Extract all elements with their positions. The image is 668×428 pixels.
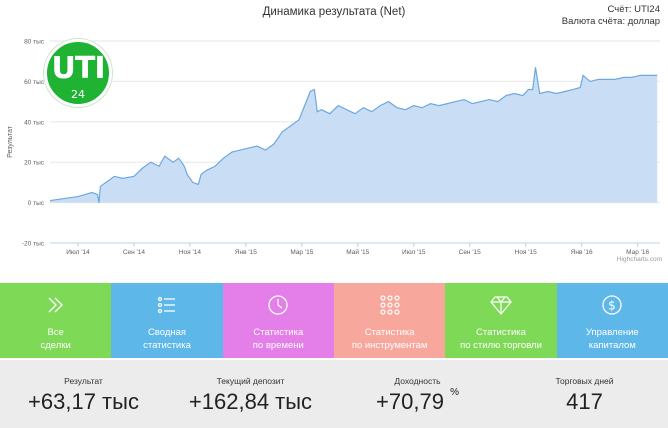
tile-all-trades[interactable]: Все сделки — [0, 283, 112, 358]
diamond-icon — [445, 293, 556, 317]
y-axis-title: Результат — [7, 125, 14, 158]
x-tick-label: Сен '14 — [123, 249, 146, 256]
stat-label: Торговых дней — [555, 376, 614, 386]
logo-main-text: UTI — [51, 51, 106, 86]
stat-label: Доходность — [394, 376, 441, 386]
x-tick-label: Янв '15 — [235, 249, 257, 256]
x-tick-label: Сен '15 — [459, 249, 482, 256]
x-tick-label: Июл '15 — [402, 249, 426, 256]
y-tick-label: 80 тыс — [24, 39, 45, 46]
area-fill — [50, 67, 658, 203]
tile-capital-management[interactable]: $ Управление капиталом — [556, 283, 668, 358]
y-tick-label: 60 тыс — [24, 79, 45, 86]
clock-icon — [223, 293, 334, 317]
tile-label: Статистика по времени — [252, 327, 304, 351]
stats-bar: Результат +63,17 тыс Текущий депозит +16… — [0, 360, 668, 428]
account-line: Счёт: UTI24 — [607, 4, 661, 15]
x-tick-label: Мар '16 — [626, 249, 649, 256]
result-chart: -20 тыс 0 тыс 20 тыс 40 тыс 60 тыс 80 тыс Резу… — [7, 39, 660, 256]
navigation-tiles: Все сделки Сводная статистика Статистика по… — [0, 283, 668, 358]
x-tick-label: Мар '15 — [290, 249, 313, 256]
stat-label: Результат — [64, 376, 103, 386]
tile-summary-statistics[interactable]: Сводная статистика — [111, 283, 223, 358]
tile-label: Статистика по инструментам — [351, 327, 428, 351]
tile-label: Управление капиталом — [585, 327, 639, 351]
stat-value: 417 — [566, 389, 603, 414]
tile-time-statistics[interactable]: Статистика по времени — [222, 283, 334, 358]
account-info: Счёт: UTI24 Валюта счёта: доллар — [562, 4, 660, 28]
tile-label: Все сделки — [40, 327, 71, 351]
tile-label: Сводная статистика — [143, 327, 191, 351]
chevrons-right-icon — [0, 293, 111, 317]
x-tick-label: Ноя '15 — [515, 249, 537, 256]
svg-text:$: $ — [608, 299, 616, 313]
percent-sign: % — [450, 387, 459, 398]
x-tick-label: Июл '14 — [66, 249, 90, 256]
uti24-logo: UTI 24 — [44, 39, 112, 107]
y-tick-label: 0 тыс — [28, 200, 45, 207]
grid-dots-icon — [334, 293, 445, 317]
tile-label: Статистика по стилю торговли — [460, 327, 542, 351]
list-icon — [111, 293, 222, 317]
x-tick-label: Янв '16 — [571, 249, 593, 256]
x-tick-label: Май '15 — [346, 248, 369, 256]
chart-title: Динамика результата (Net) — [262, 6, 406, 18]
dollar-coin-icon: $ — [557, 293, 668, 317]
y-tick-label: -20 тыс — [22, 241, 45, 248]
stat-value: +63,17 тыс — [28, 389, 139, 414]
stat-value: +162,84 тыс — [188, 389, 313, 414]
stat-label: Текущий депозит — [216, 376, 285, 386]
chart-panel: -20 тыс 0 тыс 20 тыс 40 тыс 60 тыс 80 тыс Резу… — [7, 4, 662, 263]
logo-sub-text: 24 — [71, 88, 85, 101]
x-tick-label: Ноя '14 — [179, 249, 201, 256]
tile-instrument-statistics[interactable]: Статистика по инструментам — [333, 283, 446, 358]
y-tick-label: 40 тыс — [24, 119, 45, 126]
series-line — [49, 67, 658, 203]
tile-style-statistics[interactable]: Статистика по стилю торговли — [445, 283, 557, 358]
chart-credit[interactable]: Highcharts.com — [616, 256, 662, 263]
currency-line: Валюта счёта: доллар — [561, 16, 660, 27]
stat-value: +70,79 % — [376, 387, 459, 414]
y-tick-label: 20 тыс — [24, 160, 45, 167]
